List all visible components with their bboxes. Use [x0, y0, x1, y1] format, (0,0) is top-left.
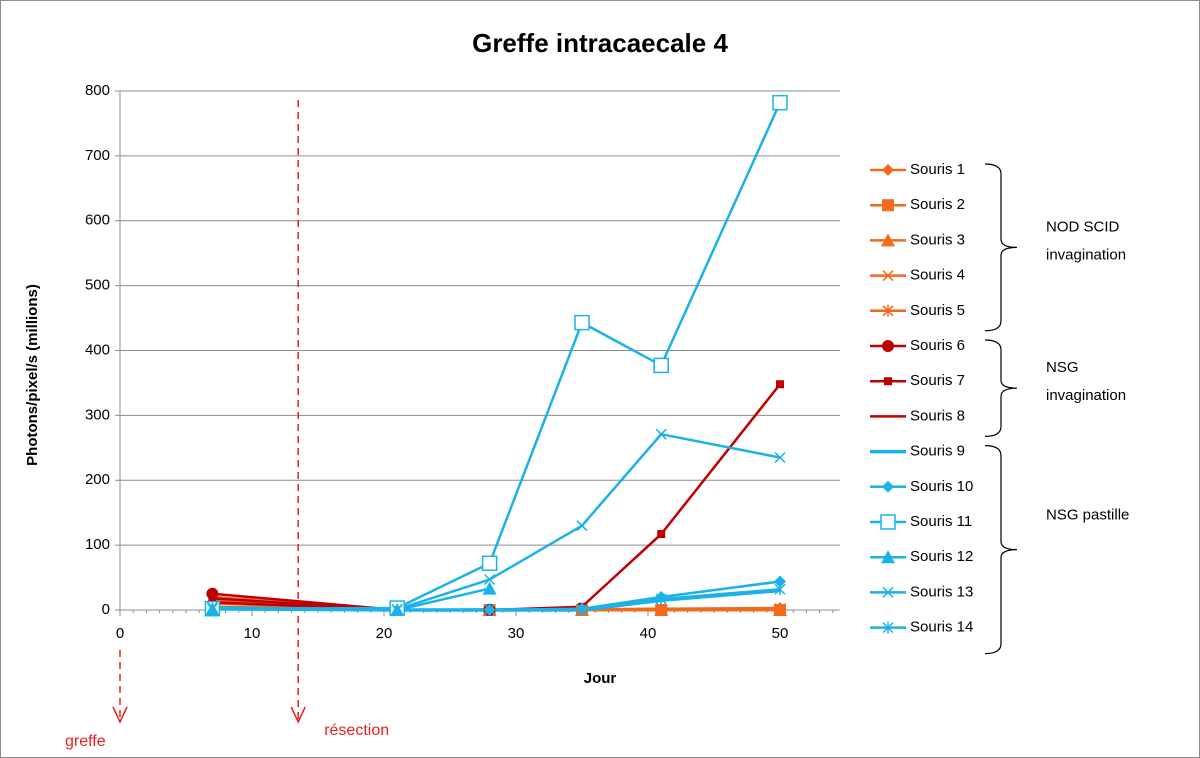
legend-label: Souris 1 [910, 161, 965, 178]
y-tick-label: 0 [102, 601, 110, 618]
marker [657, 530, 666, 539]
legend-label: Souris 7 [910, 372, 965, 389]
legend-label: Souris 5 [910, 302, 965, 319]
legend-label: Souris 14 [910, 619, 973, 636]
marker [882, 340, 894, 352]
legend-label: Souris 8 [910, 407, 965, 424]
marker [882, 164, 894, 176]
marker [481, 555, 498, 572]
group-label: invagination [1046, 246, 1126, 263]
group-label: invagination [1046, 387, 1126, 404]
marker [391, 604, 403, 616]
group-label: NSG pastille [1046, 507, 1129, 524]
annotation-arrow [112, 706, 128, 724]
legend-label: Souris 9 [910, 443, 965, 460]
marker [880, 514, 896, 530]
legend-label: Souris 12 [910, 548, 973, 565]
x-tick-label: 30 [508, 625, 525, 642]
marker [774, 583, 786, 596]
legend-label: Souris 13 [910, 583, 973, 600]
marker [882, 199, 894, 212]
x-tick-label: 20 [376, 625, 393, 642]
x-tick-label: 0 [116, 625, 124, 642]
marker [882, 304, 894, 317]
marker [882, 621, 894, 634]
marker [574, 314, 590, 331]
group-brace [984, 163, 1018, 332]
marker [772, 94, 788, 111]
y-tick-label: 800 [85, 82, 110, 99]
annotation-text: résection [324, 722, 389, 739]
marker [882, 480, 894, 493]
marker [208, 594, 217, 603]
legend-label: Souris 2 [910, 196, 965, 213]
y-axis-title: Photons/pixel/s (millions) [24, 284, 41, 466]
marker [884, 377, 892, 386]
marker [881, 550, 895, 564]
x-tick-label: 50 [772, 625, 789, 642]
marker [655, 592, 667, 605]
marker [774, 452, 786, 464]
marker [882, 270, 894, 282]
x-tick-label: 10 [244, 625, 261, 642]
series-line [212, 587, 781, 612]
legend-label: Souris 3 [910, 231, 965, 248]
marker [653, 357, 669, 374]
y-tick-label: 300 [85, 406, 110, 423]
y-tick-label: 600 [85, 212, 110, 229]
marker [774, 602, 786, 615]
y-tick-label: 700 [85, 147, 110, 164]
x-tick-label: 40 [640, 625, 657, 642]
annotation-arrow [290, 706, 306, 724]
y-tick-label: 500 [85, 277, 110, 294]
y-tick-label: 200 [85, 471, 110, 488]
group-label: NSG [1046, 359, 1079, 376]
y-tick-label: 400 [85, 341, 110, 358]
marker [655, 604, 667, 616]
marker [776, 380, 784, 389]
group-brace [984, 445, 1018, 655]
marker [484, 573, 496, 586]
legend-label: Souris 4 [910, 267, 965, 284]
annotation-text: greffe [65, 733, 106, 750]
legend-label: Souris 6 [910, 337, 965, 354]
group-brace [984, 339, 1018, 437]
legend-label: Souris 10 [910, 478, 973, 495]
marker [482, 581, 497, 595]
marker [576, 603, 588, 616]
marker [206, 602, 218, 615]
marker [882, 586, 894, 598]
y-tick-label: 100 [85, 536, 110, 553]
chart-title: Greffe intracaecale 4 [472, 28, 728, 58]
marker [484, 603, 496, 616]
marker [774, 575, 786, 588]
marker [576, 520, 588, 532]
x-axis-title: Jour [584, 670, 617, 687]
marker [655, 428, 667, 440]
group-label: NOD SCID [1046, 218, 1120, 235]
marker [881, 233, 895, 247]
legend-label: Souris 11 [910, 513, 972, 530]
